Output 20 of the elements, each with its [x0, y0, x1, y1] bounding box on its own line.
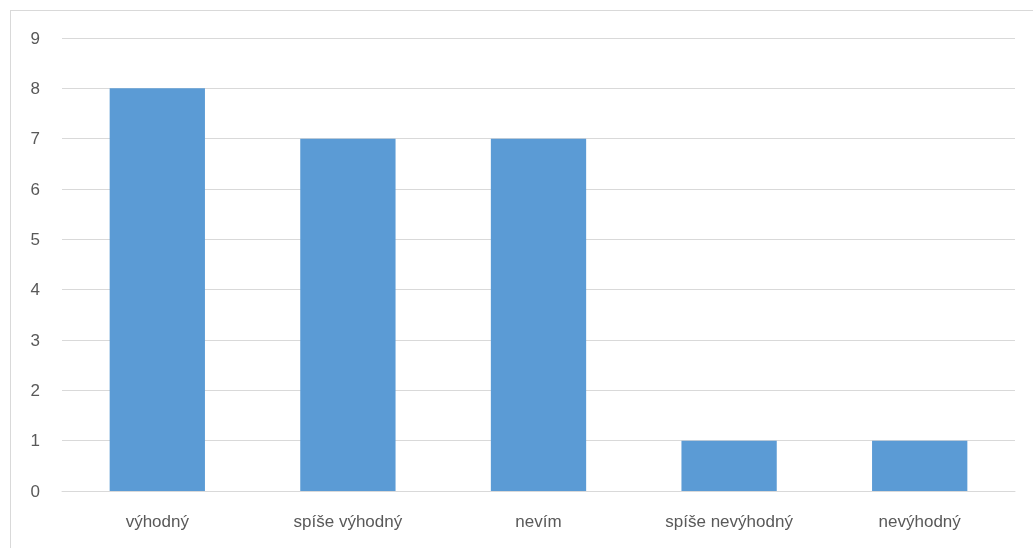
- y-tick-label: 7: [30, 129, 40, 149]
- y-tick-label: 5: [30, 229, 40, 249]
- y-tick-label: 8: [30, 78, 40, 98]
- y-tick-label: 3: [30, 330, 40, 350]
- y-tick-label: 0: [30, 481, 40, 501]
- x-tick-label: výhodný: [125, 512, 190, 531]
- y-tick-label: 4: [30, 280, 40, 300]
- x-tick-label: spíše nevýhodný: [665, 512, 794, 531]
- y-tick-label: 6: [30, 179, 40, 199]
- bar: [681, 440, 777, 491]
- bar: [300, 138, 396, 491]
- y-tick-label: 2: [30, 380, 40, 400]
- bar: [109, 88, 205, 491]
- x-tick-label: nevím: [515, 512, 562, 531]
- y-tick-label: 1: [30, 431, 40, 451]
- x-tick-label: spíše výhodný: [293, 512, 403, 531]
- y-tick-label: 9: [30, 28, 40, 48]
- bar: [490, 138, 587, 491]
- bar: [872, 440, 968, 491]
- x-tick-label: nevýhodný: [878, 512, 962, 531]
